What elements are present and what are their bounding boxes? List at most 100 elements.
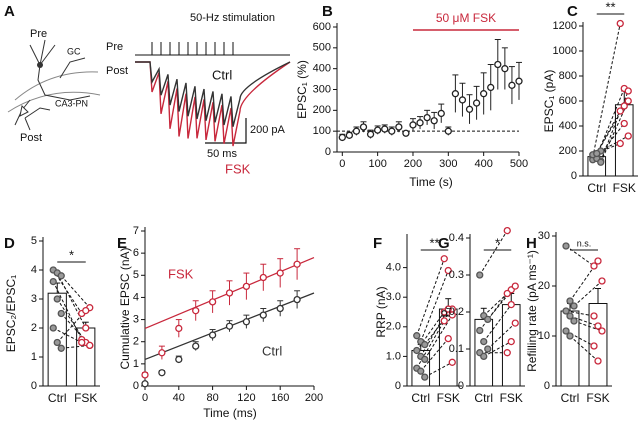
point <box>590 342 598 350</box>
point <box>421 340 429 349</box>
point <box>395 123 403 131</box>
annotation: 50 μM FSK <box>436 11 496 25</box>
point <box>208 298 217 306</box>
point <box>594 357 602 365</box>
significance: * <box>495 235 500 250</box>
pair-line <box>592 23 621 158</box>
point <box>444 127 452 135</box>
point <box>57 272 65 280</box>
point <box>566 312 574 320</box>
y-tick-label: 0 <box>458 380 464 392</box>
point <box>448 358 456 366</box>
point <box>242 282 251 291</box>
point <box>437 109 445 118</box>
point <box>413 346 421 355</box>
significance: ** <box>429 235 439 250</box>
pair-line <box>60 275 91 309</box>
x-tick-label: FSK <box>437 391 460 405</box>
series-label: FSK <box>168 266 194 281</box>
pair-line <box>420 308 449 357</box>
point <box>82 324 90 332</box>
x-tick-label: Ctrl <box>411 391 430 405</box>
pair-line <box>565 245 595 267</box>
panel-label: C <box>567 3 578 20</box>
y-tick-label: 0 <box>395 380 401 392</box>
point <box>562 307 570 315</box>
point <box>511 282 519 290</box>
label: CA3-PN <box>55 98 88 108</box>
pair-line <box>56 272 87 329</box>
point <box>503 226 511 235</box>
x-axis-label: Time (ms) <box>203 406 257 420</box>
series-label: Ctrl <box>262 343 282 358</box>
chart: 0 1.0 2.0 3.0 4.0 F RRP (nA) Ctrl FSK ** <box>373 234 462 405</box>
point <box>259 273 267 282</box>
y-tick-label: 6 <box>133 247 139 259</box>
point <box>566 332 574 340</box>
label: Post <box>20 132 42 144</box>
layer-outline <box>7 71 101 113</box>
pair-line <box>424 314 453 360</box>
pair-line <box>592 110 621 160</box>
x-tick-label: Ctrl <box>587 181 606 195</box>
point <box>503 349 511 357</box>
y-tick-label: 0.4 <box>449 232 464 244</box>
y-tick-label: 4 <box>133 291 139 303</box>
x-tick-label: Ctrl <box>48 391 67 405</box>
point <box>624 97 632 105</box>
pair-line <box>420 338 449 372</box>
pair-line <box>53 327 82 343</box>
y-tick-label: 3 <box>31 293 37 305</box>
y-tick-label: 1200 <box>553 20 577 32</box>
point <box>480 337 488 346</box>
y-tick-label: 5 <box>133 269 139 281</box>
point <box>276 269 284 277</box>
x-tick-label: Ctrl <box>474 391 493 405</box>
scale-label: 50 ms <box>207 148 237 160</box>
y-tick-label: 0 <box>31 380 37 392</box>
y-tick-label: 800 <box>559 70 577 82</box>
point <box>381 125 389 133</box>
point <box>484 345 492 353</box>
y-tick-label: 300 <box>313 83 331 95</box>
y-tick-label: 4 <box>31 264 37 276</box>
x-tick-label: FSK <box>500 391 523 405</box>
point <box>597 158 605 166</box>
point <box>511 319 519 327</box>
point <box>57 309 65 318</box>
x-tick-label: 0 <box>339 158 345 170</box>
y-tick-label: 100 <box>313 125 331 137</box>
point <box>620 102 628 110</box>
point <box>53 295 61 303</box>
label: Post <box>106 65 128 77</box>
y-tick-label: 0.3 <box>449 269 464 281</box>
point <box>476 271 484 279</box>
point <box>416 119 424 127</box>
point <box>192 342 200 350</box>
x-tick-label: 0 <box>142 392 148 404</box>
x-tick-label: 500 <box>510 158 528 170</box>
y-tick-label: 400 <box>559 120 577 132</box>
pair-line <box>416 258 445 336</box>
y-tick-label: 2 <box>31 322 37 334</box>
point <box>624 87 632 95</box>
point <box>225 289 234 297</box>
bar <box>76 327 96 387</box>
chart: 0 1 2 3 4 5 D EPSC₂/EPSC₁ Ctrl FSK * <box>4 235 100 405</box>
pair-line <box>56 298 87 343</box>
point <box>78 338 86 347</box>
point <box>192 307 200 315</box>
point <box>472 99 481 107</box>
y-tick-label: 0 <box>571 170 577 182</box>
y-tick-label: 10 <box>538 330 550 342</box>
stim-label: 50-Hz stimulation <box>190 12 275 24</box>
significance: * <box>69 247 74 262</box>
point <box>242 318 251 326</box>
y-tick-label: 4.0 <box>386 262 401 274</box>
y-tick-label: 200 <box>559 145 577 157</box>
x-tick-label: Ctrl <box>561 391 580 405</box>
x-tick-label: 200 <box>305 392 323 404</box>
